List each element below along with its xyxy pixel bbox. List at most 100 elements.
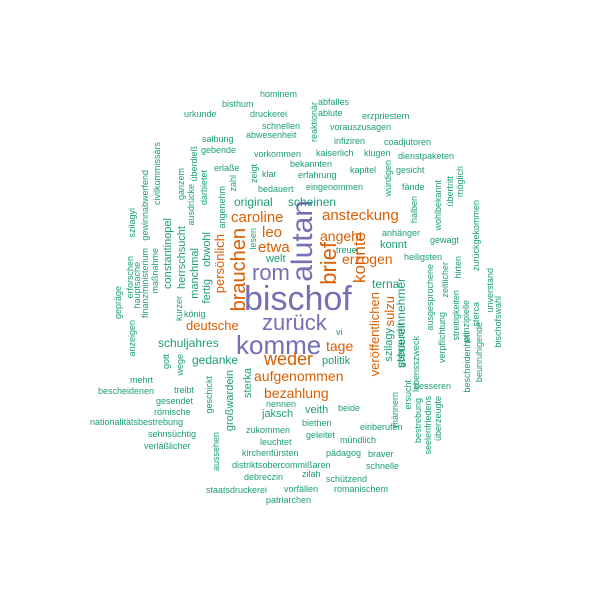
- word-zukommen: zukommen: [246, 425, 291, 435]
- word-sterka: sterka: [242, 368, 254, 398]
- word-lesen: lesen: [248, 228, 258, 250]
- word-kapitel: kapitel: [350, 165, 377, 175]
- word-reaktionaer: reaktionär: [309, 102, 319, 143]
- word-treuer: treuer: [336, 245, 360, 255]
- word-salbung: salbung: [202, 134, 234, 144]
- word-schuljahres: schuljahres: [158, 336, 219, 350]
- word-druckerei: druckerei: [250, 109, 288, 119]
- word-halben: halben: [409, 196, 419, 224]
- word-erfahrung: erfahrung: [298, 170, 337, 180]
- word-civilkommissaers: civilkommissärs: [152, 142, 162, 205]
- word-urkunde: urkunde: [184, 109, 217, 119]
- word-seelenfriedens: seelenfriedens: [423, 396, 433, 455]
- word-paedagog: pädagog: [326, 448, 362, 458]
- word-alutan: alutan: [286, 200, 319, 282]
- word-gesicht: gesicht: [396, 165, 425, 175]
- word-debreczin: debreczin: [244, 472, 284, 482]
- word-ausdruecke: ausdrücke: [186, 184, 196, 226]
- word-abfalles: abfalles: [318, 97, 350, 107]
- word-wuerdigen: würdigen: [383, 160, 393, 197]
- word-kurzer: kurzer: [174, 296, 184, 322]
- word-angenehm: angenehm: [217, 186, 227, 229]
- word-braver: braver: [368, 449, 394, 459]
- word-ablute: ablute: [318, 108, 343, 118]
- word-zurueckgekommen: zurückgekommen: [471, 200, 481, 272]
- word-geleitet: geleitet: [306, 430, 336, 440]
- word-verlaesslicher: verläßlicher: [144, 441, 191, 451]
- word-original: original: [234, 195, 273, 209]
- word-bekannten: bekannten: [290, 159, 333, 169]
- word-bischofswahl: bischofswahl: [493, 296, 503, 348]
- word-koenig: könig: [184, 309, 206, 319]
- word-staatsdruckerei: staatsdruckerei: [206, 485, 268, 495]
- word-erzogen: erzogen: [342, 251, 393, 267]
- word-fertig: fertig: [201, 279, 213, 304]
- word-ausgesprochene: ausgesprochene: [425, 264, 435, 331]
- word-gedanke: gedanke: [192, 353, 239, 367]
- word-eingenommen: eingenommen: [306, 182, 364, 192]
- word-hominem: hominem: [260, 89, 298, 99]
- word-kaiserlich: kaiserlich: [316, 148, 354, 158]
- word-grosswardein: großwardein: [224, 370, 236, 432]
- word-gesendet: gesendet: [156, 396, 194, 406]
- word-heiligsten: heiligsten: [404, 252, 443, 262]
- word-leo: leo: [262, 224, 283, 241]
- word-rom: rom: [252, 260, 290, 285]
- word-erlasse: erlaße: [214, 163, 240, 173]
- word-terna: terna: [372, 277, 400, 291]
- word-coadjutoren: coadjutoren: [384, 137, 432, 147]
- word-nationalitaetsbestrebung: nationalitätsbestrebung: [90, 417, 184, 427]
- word-brauchen: brauchen: [228, 228, 250, 312]
- word-bedauert: bedauert: [258, 184, 294, 194]
- word-gepraege: gepräge: [113, 286, 123, 320]
- word-beide: beide: [338, 403, 361, 413]
- word-verpflichtung: verpflichtung: [437, 312, 447, 364]
- word-treibt: treibt: [174, 385, 195, 395]
- word-uebertritt: übertritt: [445, 176, 455, 207]
- word-vi: vi: [336, 327, 343, 337]
- word-ueberdiess: überdieß: [189, 146, 199, 182]
- word-finanzministerium: finanzministerium: [140, 248, 150, 319]
- word-schuetzend: schützend: [326, 474, 368, 484]
- word-tage: tage: [326, 338, 354, 354]
- word-angeht: angeht: [320, 228, 363, 244]
- word-wohlbekannt: wohlbekannt: [433, 180, 443, 231]
- word-dienstpaketen: dienstpaketen: [398, 151, 455, 161]
- word-patriarchen: patriarchen: [266, 495, 312, 505]
- word-politik: politik: [322, 355, 351, 367]
- word-deutsche: deutsche: [186, 318, 239, 333]
- word-bescheidenheit: bescheidenheit: [462, 332, 472, 393]
- word-moeglich: möglich: [455, 166, 465, 198]
- word-bischof: bischof: [244, 280, 352, 318]
- word-nennen: nennen: [266, 399, 297, 409]
- word-bezahlung: bezahlung: [264, 385, 329, 401]
- word-jaksch: jaksch: [262, 408, 294, 420]
- word-lebensszweck: lebensszweck: [411, 336, 421, 393]
- word-leuchtet: leuchtet: [260, 437, 292, 447]
- word-roemische: römische: [154, 407, 191, 417]
- word-gewinnabwerfend: gewinnabwerfend: [140, 170, 150, 241]
- word-zilah: zilah: [302, 469, 321, 479]
- word-geschickt: geschickt: [204, 376, 214, 414]
- word-biethen: biethen: [302, 418, 332, 428]
- word-bisthum: bisthum: [222, 99, 254, 109]
- word-veroeffentlichen: veröffentlichen: [367, 292, 382, 377]
- word-besseren: besseren: [414, 381, 452, 391]
- word-szilagy: szilagy: [383, 328, 395, 362]
- word-kirchenfuersten: kirchenfürsten: [242, 448, 299, 458]
- word-herrschsucht: herrschsucht: [176, 226, 188, 289]
- word-einberufen: einberufen: [360, 422, 403, 432]
- word-manchmal: manchmal: [189, 248, 201, 299]
- word-klar: klar: [262, 169, 277, 179]
- word-ueberzeugte: überzeugte: [433, 396, 443, 442]
- word-szilagyi: szilagyi: [127, 208, 137, 238]
- word-vorkommen: vorkommen: [254, 149, 302, 159]
- word-klugen: klugen: [364, 148, 391, 158]
- word-komme: komme: [236, 330, 322, 360]
- word-etwa: etwa: [258, 239, 290, 256]
- word-darbietet: darbietet: [199, 170, 209, 206]
- word-bescheidenen: bescheidenen: [98, 386, 155, 396]
- word-faende: fände: [402, 182, 425, 192]
- word-weder: weder: [264, 349, 314, 369]
